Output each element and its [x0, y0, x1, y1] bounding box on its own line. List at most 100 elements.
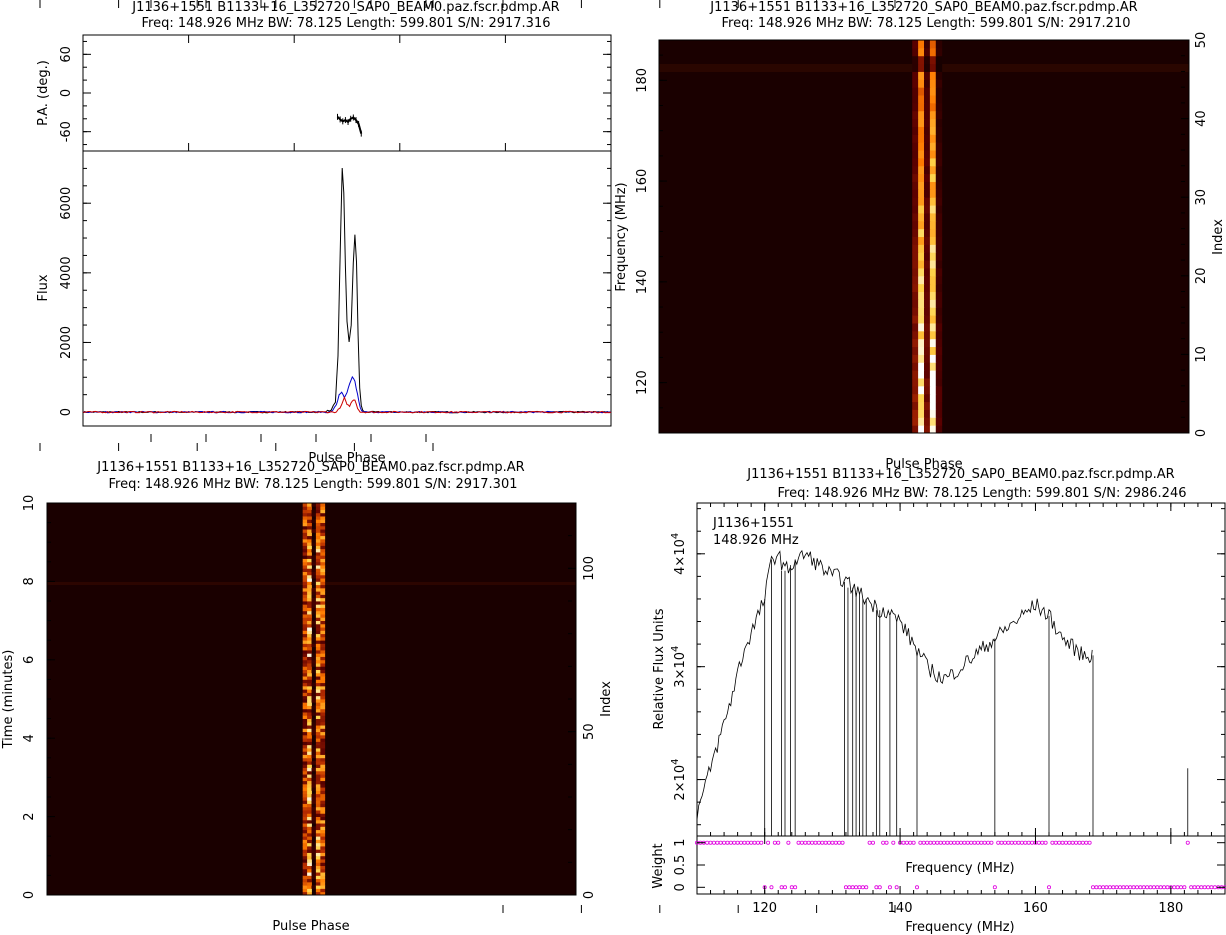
p4-weight-point	[915, 885, 920, 890]
p3-cell	[320, 574, 326, 579]
p4-xtick-label: 120	[752, 901, 777, 916]
p3-cell	[302, 859, 308, 863]
p3-cell	[307, 623, 312, 628]
p3-cell	[311, 748, 317, 752]
p4-weight-point	[999, 840, 1004, 845]
p4-weight-point	[877, 885, 882, 890]
p3-cell	[302, 826, 308, 831]
p2-cell	[912, 228, 919, 237]
p3-cell	[320, 623, 326, 628]
p3-ylabel: Time (minutes)	[1, 650, 16, 750]
p1-pa-frame	[82, 34, 612, 152]
p2-cell	[924, 63, 931, 72]
p2-cell	[929, 307, 937, 316]
p4-weight-point	[894, 885, 899, 890]
p1-pa-ytick-label: -60	[59, 121, 74, 142]
p3-cell	[315, 702, 321, 706]
p3-cell	[307, 640, 312, 644]
p2-cell	[929, 220, 937, 230]
p3-cell	[320, 545, 326, 550]
p3-cell	[311, 774, 317, 778]
p3-cell	[302, 591, 308, 595]
p3-cell	[307, 823, 312, 827]
p3-cell	[307, 849, 312, 853]
p2-cell	[918, 189, 925, 198]
p3-cell	[302, 767, 308, 772]
p3-cell	[307, 790, 312, 795]
p4-spectrum-series	[696, 549, 1189, 836]
p4-weight-point	[816, 840, 821, 845]
p2-cell	[935, 95, 943, 104]
p3-cell	[315, 819, 321, 824]
p3-cell	[302, 672, 308, 677]
p3-cell	[315, 548, 321, 553]
p3-cell	[320, 669, 326, 674]
p4-weight-point	[1077, 840, 1082, 845]
p3-cell	[302, 872, 308, 876]
undefined-label: 1	[891, 0, 899, 4]
p2-cell	[935, 338, 943, 348]
p4-weight-point	[1195, 885, 1200, 890]
p2-cell	[935, 267, 943, 277]
p2-cell	[935, 181, 943, 190]
p3-cell	[302, 829, 308, 834]
p3-cell	[307, 852, 312, 857]
p2-cell	[912, 291, 919, 300]
p3-title: J1136+1551 B1133+16_L352720_SAP0_BEAM0.p…	[96, 460, 524, 475]
p4-weight-point	[1151, 885, 1156, 890]
p2-subtitle: Freq: 148.926 MHz BW: 78.125 Length: 599…	[721, 16, 1130, 31]
p3-cell	[315, 888, 321, 893]
p2-cell	[912, 150, 919, 159]
p3-cell	[307, 601, 312, 605]
p3-cell	[307, 519, 312, 523]
p4-weight-point	[1030, 840, 1035, 845]
p4-weight-point	[711, 840, 716, 845]
p2-cell	[935, 409, 943, 418]
p3-cell	[302, 529, 308, 533]
p4-weight-point	[742, 840, 747, 845]
p2-cell	[918, 322, 925, 332]
p2-cell	[935, 40, 943, 49]
p3-cell	[315, 777, 321, 782]
p3-cell	[307, 512, 312, 517]
p4-title: J1136+1551 B1133+16_L352720_SAP0_BEAM0.p…	[746, 467, 1174, 482]
p2-cell	[924, 102, 931, 112]
p3-cell	[320, 790, 326, 795]
p3-cell	[311, 636, 317, 641]
p3-cell	[320, 872, 326, 876]
p2-cell	[918, 385, 925, 395]
p2-cell	[912, 307, 919, 316]
p3-cell	[315, 516, 321, 520]
p3-cell	[302, 800, 308, 804]
p3-cell	[320, 630, 326, 635]
p4-weight-point	[840, 840, 845, 845]
p4-ytick-exponent: 4	[670, 533, 681, 539]
p2-ylabel-right: Index	[1211, 219, 1226, 255]
p3-cell	[320, 617, 326, 621]
p4-weight-point	[1036, 840, 1041, 845]
p3-cell	[307, 777, 312, 782]
p3-cell	[315, 862, 321, 866]
p4-weight-point	[850, 885, 855, 890]
p3-cell	[315, 695, 321, 700]
p4-weight-point	[1179, 885, 1184, 890]
p2-cell	[935, 228, 943, 237]
p2-cell	[935, 47, 943, 57]
p3-cell	[307, 842, 312, 847]
p3-cell	[315, 640, 321, 644]
p2-cell	[924, 220, 931, 230]
p2-cell	[929, 322, 937, 332]
p3-cell	[307, 653, 312, 657]
p3-cell	[307, 715, 312, 719]
p4-weight-series	[695, 840, 1226, 890]
p3-cell	[315, 839, 321, 844]
p1-flux-ytick-label: 6000	[59, 187, 74, 220]
p2-cell	[935, 220, 943, 230]
p4-weight-point	[884, 840, 889, 845]
p1-x-axis: 00.20.40.60.81	[82, 0, 612, 442]
p3-cell	[311, 797, 317, 801]
p2-cell	[918, 87, 925, 96]
p4-weight-point	[864, 885, 869, 890]
p3-cell	[302, 806, 308, 811]
